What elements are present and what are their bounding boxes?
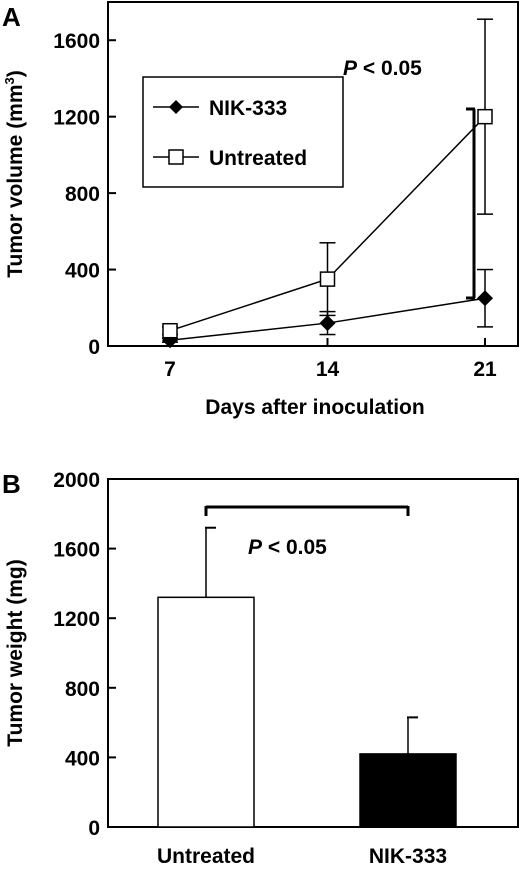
panel-a-x-ticks: 7 14 21 <box>164 338 497 381</box>
panel-a-x-tick-label: 21 <box>473 358 497 381</box>
panel-a-legend-box <box>142 76 344 188</box>
panel-b-y-ticks: 0 400 800 1200 1600 2000 <box>53 469 116 840</box>
panel-b-bars <box>157 526 457 828</box>
panel-a-y-label-main: Tumor volume (mm <box>4 84 27 277</box>
legend-label-untreated: Untreated <box>209 147 307 170</box>
panel-a-y-label-close: ) <box>4 70 27 77</box>
legend-marker-untreated <box>168 149 184 165</box>
panel-b-p-value: P < 0.05 <box>248 536 327 559</box>
panel-b-y-tick-label: 400 <box>65 747 100 770</box>
panel-a-x-tick-label: 14 <box>316 358 340 381</box>
panel-b-y-tick-label: 1600 <box>53 539 100 562</box>
data-point-nik333 <box>477 290 493 307</box>
panel-b-letter: B <box>2 469 21 499</box>
panel-a: A 0 400 800 1200 1600 7 14 21 P < 0.05 NIK-333… <box>2 1 519 419</box>
panel-a-y-tick-label: 800 <box>65 183 100 206</box>
panel-a-series <box>162 18 493 349</box>
bar-nik333 <box>359 753 457 828</box>
panel-a-x-tick-label: 7 <box>164 358 176 381</box>
panel-a-plot-frame <box>107 1 519 347</box>
panel-a-letter: A <box>2 2 21 32</box>
data-point-untreated <box>319 271 336 287</box>
panel-a-p-text: < 0.05 <box>357 57 422 80</box>
panel-b-plot-frame <box>107 478 519 828</box>
panel-a-y-tick-label: 400 <box>65 260 100 283</box>
legend-marker-nik333 <box>169 100 183 114</box>
panel-a-y-ticks: 0 400 800 1200 1600 <box>53 30 116 359</box>
panel-b-y-tick-label: 800 <box>65 678 100 701</box>
panel-b-y-tick-label: 1200 <box>53 608 100 631</box>
panel-b: B 0 400 800 1200 1600 2000 Untreated NIK-333 P… <box>2 469 519 868</box>
data-point-nik333 <box>319 315 336 332</box>
bar-untreated <box>157 596 255 828</box>
panel-b-y-tick-label: 2000 <box>53 469 100 492</box>
data-point-untreated <box>162 322 178 339</box>
panel-a-y-tick-label: 1200 <box>53 107 100 130</box>
panel-b-p-letter: P <box>248 536 263 559</box>
legend-label-nik333: NIK-333 <box>209 97 287 120</box>
data-point-untreated <box>477 108 493 125</box>
panel-a-y-axis-label: Tumor volume (mm3) <box>2 70 27 278</box>
panel-b-p-text: < 0.05 <box>262 536 327 559</box>
panel-b-x-tick-label: NIK-333 <box>369 845 447 868</box>
panel-a-y-tick-label: 0 <box>88 336 100 359</box>
panel-a-p-letter: P <box>343 57 358 80</box>
panel-b-x-labels: Untreated NIK-333 <box>157 845 447 868</box>
panel-a-legend: NIK-333 Untreated <box>142 76 344 188</box>
panel-a-p-value: P < 0.05 <box>343 57 422 80</box>
panel-b-y-axis-label: Tumor weight (mg) <box>4 559 27 746</box>
panel-b-x-tick-label: Untreated <box>157 845 255 868</box>
panel-a-y-label-superscript: 3 <box>2 77 17 84</box>
panel-a-x-axis-label: Days after inoculation <box>205 396 424 419</box>
panel-b-y-tick-label: 0 <box>88 817 100 840</box>
panel-a-y-tick-label: 1600 <box>53 30 100 53</box>
